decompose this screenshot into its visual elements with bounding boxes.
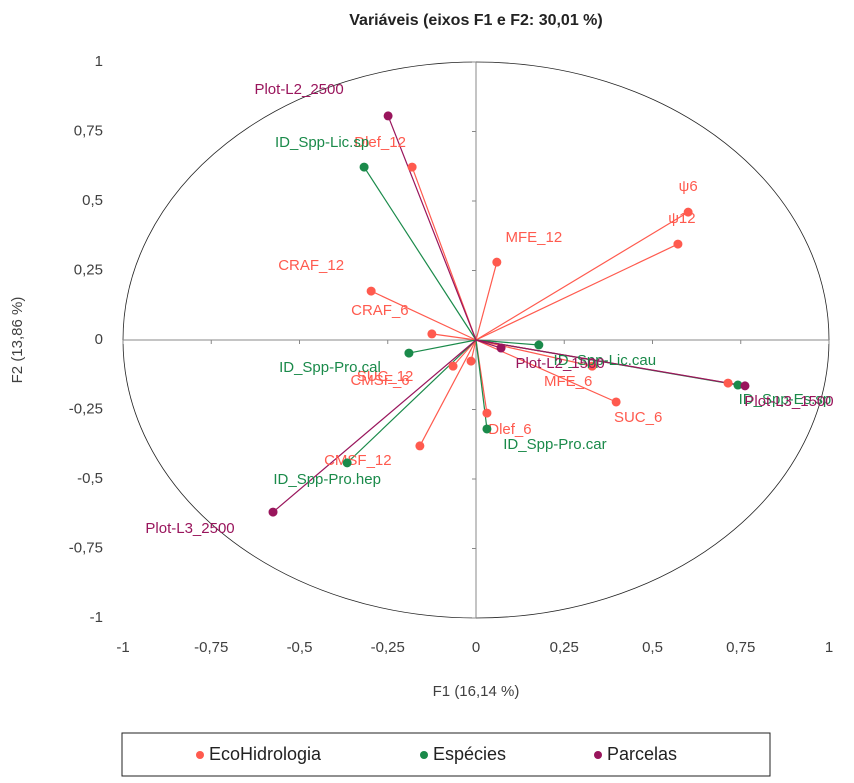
point-label: CMSF_12 xyxy=(324,452,392,469)
point-label: CRAF_6 xyxy=(351,302,409,319)
x-tick-label: -1 xyxy=(116,639,129,656)
legend-label: EcoHidrologia xyxy=(209,744,322,764)
point xyxy=(534,340,544,350)
point xyxy=(683,207,693,217)
vector xyxy=(475,339,539,346)
point xyxy=(492,257,502,267)
chart-title: Variáveis (eixos F1 e F2: 30,01 %) xyxy=(349,12,602,29)
point xyxy=(404,348,414,358)
y-tick-label: 0 xyxy=(95,331,103,348)
y-tick-label: 0,75 xyxy=(74,122,103,139)
point-label: ψ6 xyxy=(679,178,698,195)
point xyxy=(496,343,506,353)
legend-box xyxy=(121,732,771,777)
x-tick-label: -0,5 xyxy=(287,639,313,656)
point-label: CMSF_6 xyxy=(350,372,409,389)
vector xyxy=(475,339,593,367)
point-label: Plot-L3_1500 xyxy=(744,393,833,410)
point xyxy=(740,381,750,391)
x-tick-label: -0,25 xyxy=(371,639,405,656)
point xyxy=(407,162,417,172)
x-tick-label: 0,25 xyxy=(550,639,579,656)
vector xyxy=(272,339,477,513)
vector xyxy=(346,339,477,464)
point xyxy=(359,162,369,172)
vector xyxy=(411,166,477,341)
vector xyxy=(363,166,477,341)
point-label: SUC_6 xyxy=(614,409,662,426)
x-tick-label: 0,5 xyxy=(642,639,663,656)
vector xyxy=(387,115,477,341)
point-label: ID_Spp-Lic.sp xyxy=(275,134,369,151)
point-label: MFE_6 xyxy=(544,373,592,390)
point-label: Plot-L2_2500 xyxy=(254,81,343,98)
point xyxy=(723,378,733,388)
x-tick-label: 1 xyxy=(825,639,833,656)
point xyxy=(268,507,278,517)
legend-marker xyxy=(196,751,204,759)
x-axis-title: F1 (16,14 %) xyxy=(433,683,520,700)
point xyxy=(448,361,458,371)
x-tick-label: 0 xyxy=(472,639,480,656)
point-label: SUC_12 xyxy=(357,368,414,385)
point xyxy=(587,361,597,371)
legend-label: Parcelas xyxy=(607,744,677,764)
y-tick-label: 0,5 xyxy=(82,192,103,209)
point xyxy=(342,458,352,468)
y-tick-label: 1 xyxy=(95,53,103,70)
point xyxy=(366,286,376,296)
point-label: MFE_12 xyxy=(505,229,562,246)
legend-marker xyxy=(594,751,602,759)
vector xyxy=(475,262,498,341)
point xyxy=(482,408,492,418)
y-tick-label: 0,25 xyxy=(74,261,103,278)
point-label: ID_Spp-Pro.hep xyxy=(273,471,381,488)
point-label: Plot-L3_2500 xyxy=(145,520,234,537)
y-tick-label: -0,25 xyxy=(69,400,103,417)
point xyxy=(733,380,743,390)
point-label: ψ12 xyxy=(668,210,695,227)
point xyxy=(673,239,683,249)
point xyxy=(482,424,492,434)
point xyxy=(415,441,425,451)
x-tick-label: 0,75 xyxy=(726,639,755,656)
point-label: Dlef_6 xyxy=(488,421,531,438)
y-tick-label: -0,75 xyxy=(69,539,103,556)
legend-label: Espécies xyxy=(433,744,506,764)
vector xyxy=(408,339,477,354)
point xyxy=(466,356,476,366)
point xyxy=(611,397,621,407)
point-label: Plot-L2_1500 xyxy=(515,355,604,372)
point xyxy=(427,329,437,339)
point-label: Dlef_12 xyxy=(354,134,406,151)
x-tick-label: -0,75 xyxy=(194,639,228,656)
point-label: ID_Spp-Es.sp xyxy=(739,391,832,408)
vector xyxy=(475,243,679,341)
y-tick-label: -1 xyxy=(90,609,103,626)
vector xyxy=(475,339,746,387)
point-label: CRAF_12 xyxy=(278,257,344,274)
y-axis-title: F2 (13,86 %) xyxy=(9,297,26,384)
vector xyxy=(419,339,477,447)
y-tick-label: -0,5 xyxy=(77,470,103,487)
point-label: ID_Spp-Lic.cau xyxy=(554,352,657,369)
vector xyxy=(431,333,477,341)
vector xyxy=(370,290,477,341)
legend-marker xyxy=(420,751,428,759)
point-label: ID_Spp-Pro.car xyxy=(503,436,606,453)
vector xyxy=(475,211,689,341)
point xyxy=(383,111,393,121)
point-label: ID_Spp-Pro.cal xyxy=(279,359,381,376)
